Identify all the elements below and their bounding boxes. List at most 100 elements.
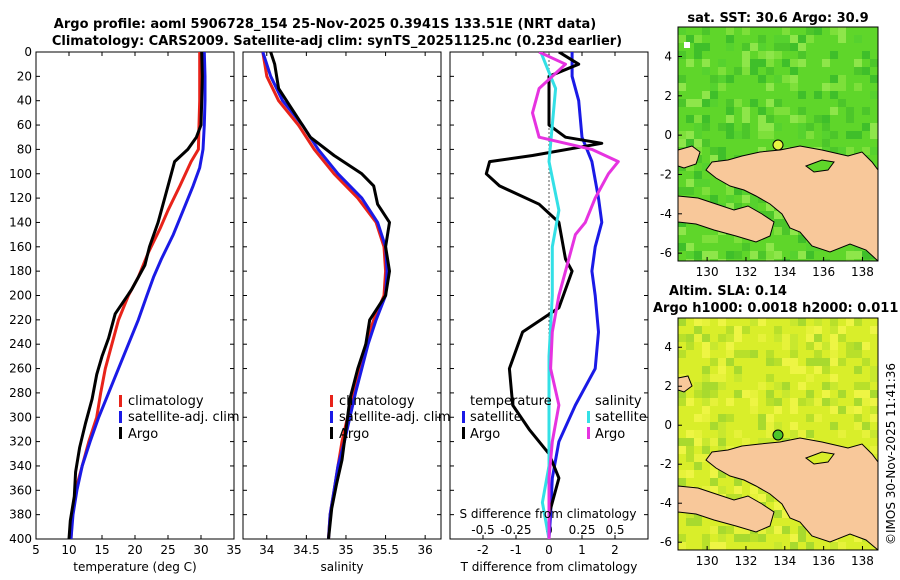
map-cell: [758, 75, 766, 83]
map-cell: [734, 187, 742, 195]
map-cell: [694, 334, 702, 342]
map-cell: [822, 59, 830, 67]
map-cell: [838, 75, 846, 83]
map-cell: [862, 67, 870, 75]
map-cell: [750, 406, 758, 414]
map-cell: [854, 366, 862, 374]
map-cell: [822, 398, 830, 406]
map-cell: [734, 99, 742, 107]
map-cell: [862, 107, 870, 115]
map-cell: [702, 438, 710, 446]
map-cell: [734, 486, 742, 494]
map-cell: [678, 219, 686, 227]
map-cell: [718, 366, 726, 374]
map-cell: [782, 526, 790, 534]
map-cell: [814, 318, 822, 326]
map-cell: [750, 534, 758, 542]
map-cell: [870, 59, 878, 67]
map-cell: [702, 59, 710, 67]
x2-tick-label: 0.5: [605, 523, 624, 537]
x-tick-label: 0: [545, 543, 553, 557]
map-cell: [726, 334, 734, 342]
map-cell: [758, 115, 766, 123]
sla-map-title-line1: Altim. SLA: 0.14: [669, 284, 787, 299]
new-guinea-land: [705, 437, 878, 550]
map-cell: [838, 326, 846, 334]
map-cell: [806, 430, 814, 438]
map-cell: [686, 510, 694, 518]
map-cell: [678, 139, 686, 147]
halmahera-coast: [678, 375, 693, 393]
map-cell: [822, 358, 830, 366]
map-cell: [694, 51, 702, 59]
map-cell: [838, 27, 846, 35]
legend-swatch-climatology: [119, 395, 122, 407]
y-tick-label: 120: [9, 191, 32, 205]
map-cell: [758, 318, 766, 326]
map-cell: [846, 131, 854, 139]
map-cell: [686, 187, 694, 195]
map-cell: [718, 438, 726, 446]
map-cell: [718, 382, 726, 390]
map-cell: [806, 414, 814, 422]
map-cell: [758, 51, 766, 59]
x-tick-label: 2: [611, 543, 619, 557]
map-cell: [694, 382, 702, 390]
map-cell: [822, 342, 830, 350]
map-cell: [686, 59, 694, 67]
map-cell: [830, 382, 838, 390]
map-cell: [678, 35, 686, 43]
map-cell: [830, 406, 838, 414]
map-cell: [710, 358, 718, 366]
map-cell: [790, 542, 798, 550]
map-cell: [766, 438, 774, 446]
y-tick-label: 340: [9, 459, 32, 473]
map-cell: [726, 195, 734, 203]
map-cell: [734, 390, 742, 398]
map-cell: [758, 123, 766, 131]
map-cell: [830, 398, 838, 406]
map-cell: [862, 251, 870, 259]
legend-swatch-climatology: [330, 395, 333, 407]
temperature-axes: [35, 51, 235, 540]
map-cell: [766, 251, 774, 259]
map-cell: [790, 227, 798, 235]
map-cell: [830, 51, 838, 59]
map-y-tick-label: 0: [664, 418, 672, 432]
map-cell: [854, 398, 862, 406]
map-cell: [702, 67, 710, 75]
x-tick-label: -1: [510, 543, 522, 557]
salinity-legend: climatology satellite-adj. clim Argo: [330, 394, 451, 442]
map-cell: [734, 67, 742, 75]
map-cell: [798, 318, 806, 326]
map-cell: [678, 227, 686, 235]
map-cell: [870, 131, 878, 139]
map-cell: [686, 115, 694, 123]
x-tick-label: 5: [32, 543, 40, 557]
map-cell: [806, 398, 814, 406]
map-cell: [734, 478, 742, 486]
map-cell: [678, 470, 686, 478]
map-cell: [838, 147, 846, 155]
map-cell: [718, 59, 726, 67]
map-cell: [726, 99, 734, 107]
map-cell: [830, 350, 838, 358]
map-cell: [774, 43, 782, 51]
map-cell: [718, 486, 726, 494]
legend-swatch-argo: [330, 427, 333, 439]
map-cell: [694, 326, 702, 334]
y-tick-label: 80: [17, 142, 32, 156]
map-cell: [838, 35, 846, 43]
y-tick-label: 380: [9, 508, 32, 522]
map-cell: [854, 382, 862, 390]
map-cell: [694, 171, 702, 179]
series-line-t-satellite: [547, 52, 604, 539]
map-y-tick-label: 2: [664, 89, 672, 103]
map-cell: [702, 486, 710, 494]
x-tick-label: 20: [127, 543, 142, 557]
seram-island: [678, 195, 775, 243]
sst-map-title: sat. SST: 30.6 Argo: 30.9: [687, 11, 868, 26]
map-cell: [726, 358, 734, 366]
legend-label-salinity: salinity: [595, 394, 642, 409]
map-cell: [774, 382, 782, 390]
